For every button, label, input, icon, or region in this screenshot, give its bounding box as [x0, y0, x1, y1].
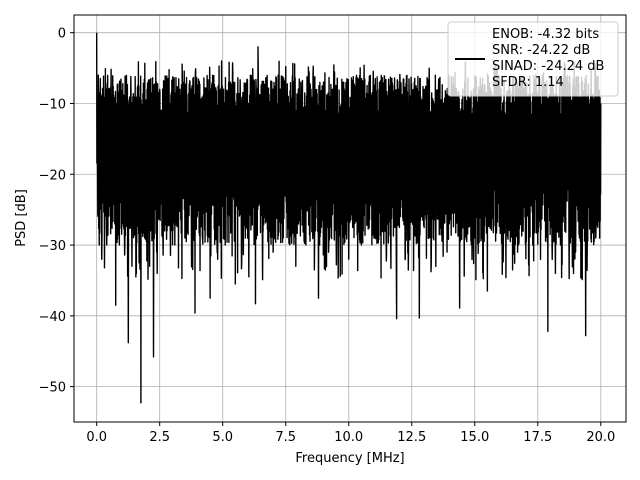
x-tick-label: 20.0	[586, 430, 615, 445]
x-tick-label: 12.5	[397, 430, 426, 445]
legend-entry-sfdr: SFDR: 1.14	[492, 75, 564, 90]
legend-entry-enob: ENOB: -4.32 bits	[492, 27, 599, 42]
x-tick-label: 0.0	[86, 430, 107, 445]
psd-series-line	[95, 32, 602, 404]
y-tick-label: −30	[39, 239, 66, 254]
x-axis-label: Frequency [MHz]	[295, 451, 404, 466]
x-axis: 0.0 2.5 5.0 7.5 10.0 12.5 15.0 17.5 20.0	[86, 422, 615, 445]
y-tick-label: −40	[39, 310, 66, 325]
x-tick-label: 15.0	[460, 430, 489, 445]
plot-area	[95, 32, 602, 404]
y-tick-label: 0	[58, 27, 66, 42]
legend-entry-snr: SNR: -24.22 dB	[492, 43, 590, 58]
y-tick-label: −10	[39, 97, 66, 112]
x-tick-label: 5.0	[212, 430, 233, 445]
x-tick-label: 10.0	[334, 430, 363, 445]
legend-box	[447, 21, 619, 97]
legend-entry-sinad: SINAD: -24.24 dB	[492, 59, 604, 74]
legend: ENOB: -4.32 bits SNR: -24.22 dB SINAD: -…	[447, 21, 619, 97]
x-tick-label: 2.5	[149, 430, 170, 445]
y-axis: 0 −10 −20 −30 −40 −50	[39, 27, 74, 396]
plot-frame	[73, 14, 627, 423]
y-tick-label: −20	[39, 168, 66, 183]
x-tick-label: 17.5	[523, 430, 552, 445]
y-axis-label: PSD [dB]	[14, 189, 29, 247]
y-tick-label: −50	[39, 381, 66, 396]
x-tick-label: 7.5	[275, 430, 296, 445]
